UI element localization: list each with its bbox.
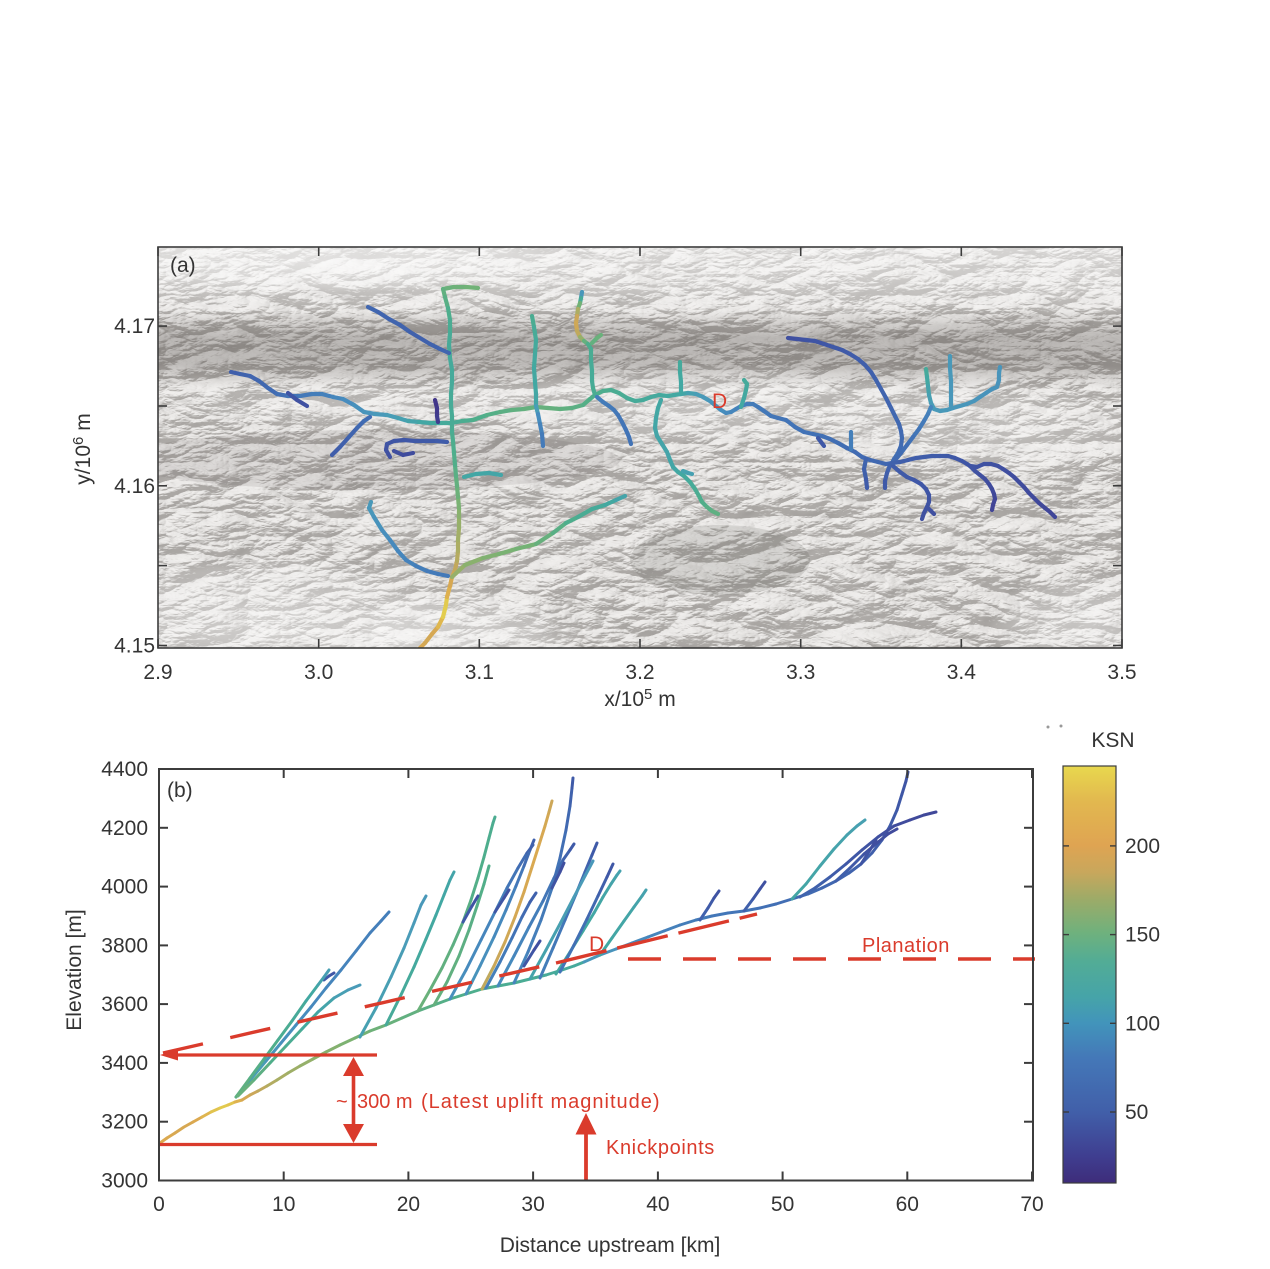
svg-text:3.2: 3.2	[625, 661, 654, 684]
svg-text:(Latest uplift magnitude): (Latest uplift magnitude)	[421, 1091, 661, 1113]
svg-text:Elevation [m]: Elevation [m]	[63, 909, 86, 1030]
svg-text:3.1: 3.1	[465, 661, 494, 684]
svg-text:3000: 3000	[101, 1170, 148, 1193]
svg-text:40: 40	[646, 1193, 669, 1216]
svg-text:(b): (b)	[167, 779, 193, 802]
svg-text:4400: 4400	[101, 758, 148, 781]
svg-text:30: 30	[521, 1193, 544, 1216]
svg-text:50: 50	[1125, 1101, 1148, 1124]
svg-text:3.3: 3.3	[786, 661, 815, 684]
svg-text:60: 60	[896, 1193, 919, 1216]
svg-text:x/105 m: x/105 m	[604, 686, 675, 711]
svg-text:Distance upstream [km]: Distance upstream [km]	[500, 1234, 721, 1257]
svg-text:3400: 3400	[101, 1052, 148, 1075]
svg-text:10: 10	[272, 1193, 295, 1216]
svg-text:3.0: 3.0	[304, 661, 333, 684]
svg-text:2.9: 2.9	[143, 661, 172, 684]
svg-text:3800: 3800	[101, 934, 148, 957]
svg-text:4200: 4200	[101, 817, 148, 840]
svg-text:(a): (a)	[170, 254, 196, 277]
svg-text:4.17: 4.17	[114, 315, 155, 338]
svg-text:4000: 4000	[101, 876, 148, 899]
svg-text:70: 70	[1020, 1193, 1043, 1216]
svg-text:4.16: 4.16	[114, 475, 155, 498]
svg-text:KSN: KSN	[1091, 729, 1134, 752]
svg-text:3600: 3600	[101, 993, 148, 1016]
svg-text:~: ~	[336, 1091, 348, 1113]
svg-text:Knickpoints: Knickpoints	[606, 1137, 715, 1159]
svg-text:D: D	[589, 933, 604, 956]
svg-text:3.4: 3.4	[947, 661, 977, 684]
svg-text:y/106 m: y/106 m	[70, 413, 95, 484]
svg-text:20: 20	[397, 1193, 420, 1216]
svg-text:100: 100	[1125, 1012, 1160, 1035]
svg-text:50: 50	[771, 1193, 794, 1216]
svg-text:300 m: 300 m	[357, 1091, 413, 1113]
svg-text:4.15: 4.15	[114, 635, 155, 658]
svg-text:Planation: Planation	[862, 935, 950, 957]
svg-text:3200: 3200	[101, 1111, 148, 1134]
svg-text:D: D	[712, 390, 727, 413]
svg-text:3.5: 3.5	[1107, 661, 1136, 684]
svg-text:150: 150	[1125, 924, 1160, 947]
svg-text:200: 200	[1125, 835, 1160, 858]
svg-text:0: 0	[153, 1193, 165, 1216]
